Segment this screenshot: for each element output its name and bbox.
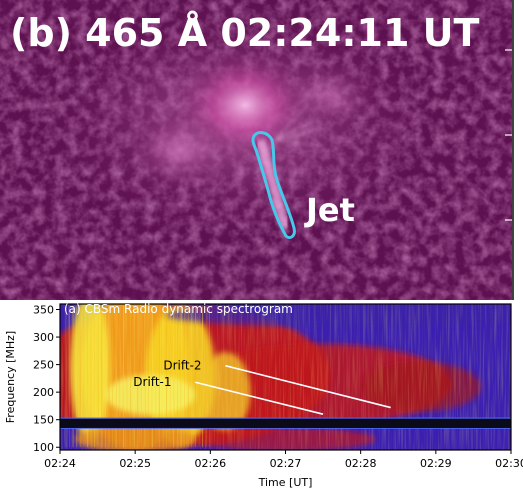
y-axis-ticks: 100 150 200 250 300 350 xyxy=(33,304,60,454)
drift-line xyxy=(195,381,324,415)
jet-rays xyxy=(274,104,321,146)
y-tick-label: 350 xyxy=(33,304,54,317)
bright-patch-right xyxy=(280,60,380,130)
y-tick-label: 250 xyxy=(33,359,54,372)
drift-label: Drift-1 xyxy=(133,375,171,389)
jet-label: Jet xyxy=(304,191,355,229)
x-tick-label: 02:30 xyxy=(495,457,523,470)
right-axis-strip xyxy=(512,0,523,300)
rfi-band xyxy=(60,417,511,430)
x-tick-label: 02:28 xyxy=(345,457,377,470)
x-axis-ticks: 02:24 02:25 02:26 02:27 02:28 02:29 02:30 xyxy=(44,450,523,470)
x-tick-label: 02:25 xyxy=(119,457,151,470)
spectrogram-plot-area xyxy=(60,304,511,450)
rfi-band-core xyxy=(60,418,511,428)
spectrogram-panel: 100 150 200 250 300 350 02:24 02:25 02:26 02:27 0… xyxy=(0,300,523,490)
jet-contour xyxy=(251,131,296,240)
x-axis-label: Time [UT] xyxy=(258,476,313,489)
bright-patch-left xyxy=(125,110,235,190)
y-axis-label: Frequency [MHz] xyxy=(4,331,17,423)
drift-annotations: Drift-2 Drift-1 xyxy=(133,359,391,415)
spectrogram-title: (a) CBSm Radio dynamic spectrogram xyxy=(64,302,293,316)
drift-label: Drift-2 xyxy=(163,359,201,373)
y-tick-label: 100 xyxy=(33,441,54,454)
drift-line xyxy=(225,364,391,409)
image-axis-ticks xyxy=(505,49,512,221)
y-tick-label: 300 xyxy=(33,331,54,344)
y-tick-label: 150 xyxy=(33,414,54,427)
x-tick-label: 02:24 xyxy=(44,457,76,470)
euv-image: (b) 465 Å 02:24:11 UT Jet xyxy=(0,0,512,300)
x-tick-label: 02:29 xyxy=(420,457,452,470)
x-tick-label: 02:26 xyxy=(194,457,226,470)
euv-image-panel: (b) 465 Å 02:24:11 UT Jet xyxy=(0,0,512,300)
jet-body xyxy=(255,138,290,230)
x-tick-label: 02:27 xyxy=(270,457,302,470)
image-title: (b) 465 Å 02:24:11 UT xyxy=(10,11,479,55)
y-tick-label: 200 xyxy=(33,386,54,399)
